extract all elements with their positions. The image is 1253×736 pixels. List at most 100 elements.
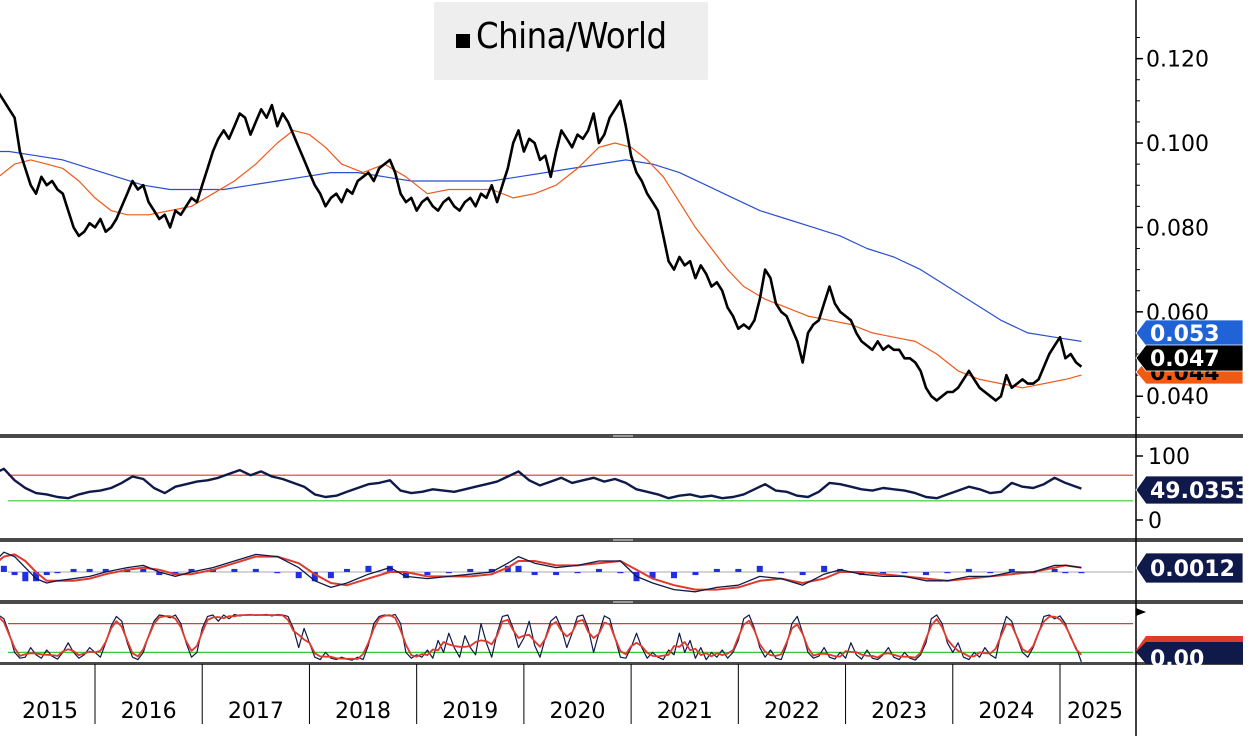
- gridlines: [0, 434, 1243, 665]
- histogram-bar: [713, 568, 720, 572]
- x-tick-label: 2019: [442, 699, 498, 724]
- x-tick-label: 2022: [764, 699, 820, 724]
- histogram-bar: [595, 568, 602, 572]
- histogram-bar: [922, 572, 929, 576]
- histogram-bar: [33, 572, 40, 582]
- histogram-bar: [445, 572, 452, 574]
- histogram-bar: [11, 572, 18, 576]
- y-tick-label: 0.100: [1146, 132, 1209, 157]
- histogram-bar: [70, 568, 77, 572]
- histogram-bar: [54, 572, 61, 574]
- legend-label: China/World: [476, 16, 667, 57]
- value-badge: 0.00: [1136, 636, 1243, 672]
- panel-divider: [0, 662, 1243, 665]
- rsi-line: [0, 467, 1082, 500]
- histogram-bar: [987, 572, 994, 574]
- histogram-bar: [671, 572, 677, 579]
- histogram-bar: [274, 572, 281, 574]
- y-tick: [1136, 608, 1146, 616]
- histogram-bar: [231, 568, 238, 572]
- histogram-bar: [692, 572, 699, 576]
- x-tick-label: 2017: [228, 699, 284, 724]
- histogram-bar: [858, 572, 865, 576]
- x-tick-label: 2015: [22, 699, 78, 724]
- histogram-bar: [327, 572, 334, 579]
- value-badge: 0.047: [1135, 344, 1244, 372]
- histogram-bar: [756, 565, 763, 572]
- histogram-bar: [617, 572, 624, 574]
- histogram-bar: [1078, 572, 1085, 574]
- series-line: [0, 150, 1082, 342]
- x-tick-label: 2025: [1067, 699, 1123, 724]
- signal-line: [0, 553, 1082, 591]
- histogram-bar: [43, 572, 50, 576]
- value-badge-text: 0.053: [1150, 322, 1220, 347]
- stoch-d-line: [0, 614, 1083, 660]
- value-badge-shape: [1136, 642, 1243, 664]
- histogram-bar: [1051, 568, 1058, 572]
- histogram-bar: [22, 572, 29, 582]
- histogram-bar: [531, 572, 538, 576]
- histogram-bar: [574, 572, 581, 574]
- value-badge-text: 49.0353: [1150, 479, 1250, 504]
- histogram-bar: [424, 572, 431, 576]
- main-price-panel: [0, 92, 1083, 402]
- histogram-bar: [965, 568, 972, 572]
- histogram-bar: [102, 568, 109, 572]
- histogram-bar: [0, 565, 7, 572]
- value-badge-text: 0.00: [1150, 647, 1204, 672]
- value-badge: 0.0012: [1135, 552, 1244, 584]
- value-badge-shape: [1135, 475, 1244, 505]
- x-tick-label: 2023: [871, 699, 927, 724]
- y-tick-label: 0.080: [1146, 216, 1209, 241]
- histogram-bar: [901, 572, 908, 574]
- histogram-bar: [778, 572, 785, 574]
- panel-resize-handle: [613, 601, 633, 603]
- x-tick-label: 2021: [657, 699, 713, 724]
- value-badge-shape: [1135, 552, 1244, 584]
- x-tick-label: 2020: [550, 699, 606, 724]
- macd-panel: [0, 551, 1133, 593]
- value-badge-text: 0.0012: [1150, 557, 1235, 582]
- histogram-bar: [1008, 568, 1015, 572]
- histogram-bar: [515, 565, 522, 572]
- x-tick-label: 2024: [978, 699, 1034, 724]
- histogram-bar: [386, 565, 393, 572]
- series-line: [0, 129, 1082, 389]
- value-badge-shape: [1135, 319, 1244, 347]
- legend: [434, 2, 708, 80]
- histogram-bar: [1062, 572, 1069, 574]
- histogram-bar: [295, 572, 302, 579]
- y-tick-label: 100: [1148, 445, 1190, 470]
- y-tick-label: 0.120: [1146, 48, 1209, 73]
- histogram-bar: [467, 568, 474, 572]
- histogram-bar: [735, 568, 742, 572]
- histogram-bar: [402, 572, 409, 579]
- value-badge-shape: [1135, 344, 1244, 372]
- value-badge-text: 0.047: [1150, 347, 1220, 372]
- rsi-panel: [0, 467, 1133, 502]
- histogram-bar: [311, 572, 318, 582]
- x-tick-label: 2018: [335, 699, 391, 724]
- histogram-bar: [86, 568, 93, 572]
- x-tick-label: 2016: [121, 699, 177, 724]
- histogram-bar: [156, 572, 163, 576]
- value-badge: 49.0353: [1135, 475, 1250, 505]
- histogram-bar: [140, 568, 147, 572]
- histogram-bar: [799, 572, 806, 576]
- histogram-bar: [944, 572, 951, 574]
- histogram-bar: [553, 572, 560, 576]
- panel-resize-handle: [613, 435, 633, 437]
- histogram-bar: [343, 568, 350, 572]
- series-line: [0, 92, 1083, 402]
- legend-swatch-icon: [456, 34, 470, 48]
- histogram-bar: [821, 565, 828, 572]
- value-badge: 0.053: [1135, 319, 1244, 347]
- histogram-bar: [504, 565, 511, 572]
- macd-line: [0, 551, 1082, 593]
- histogram-bar: [488, 568, 495, 572]
- y-tick-label: 0: [1148, 509, 1162, 534]
